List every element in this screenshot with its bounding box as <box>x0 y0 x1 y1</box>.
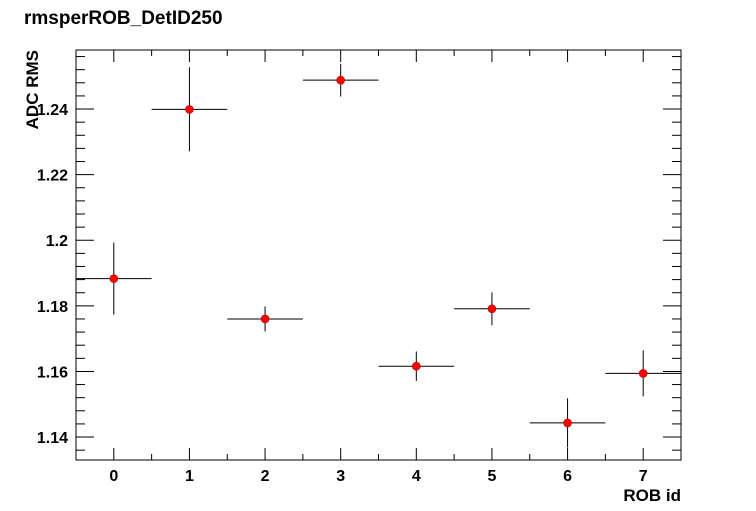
y-axis: 1.14 1.16 1.18 1.2 1.22 1.24 <box>37 56 681 451</box>
y-tick-label: 1.14 <box>37 430 68 447</box>
y-axis-label: ADC RMS <box>23 50 42 129</box>
chart-title: rmsperROB_DetID250 <box>24 8 223 29</box>
x-tick-label: 3 <box>336 468 345 485</box>
x-tick-label: 0 <box>109 468 118 485</box>
data-point <box>638 369 648 378</box>
y-tick-label: 1.2 <box>46 233 68 250</box>
data-point <box>260 314 270 324</box>
data-point <box>412 361 421 371</box>
x-axis: 0 1 2 3 4 5 6 7 <box>75 50 682 485</box>
y-tick-label: 1.24 <box>37 102 68 119</box>
data-point <box>109 274 119 283</box>
x-tick-label: 2 <box>261 468 270 485</box>
plot-frame <box>75 49 682 461</box>
x-tick-label: 4 <box>412 468 421 485</box>
data-point <box>185 105 194 114</box>
y-tick-label: 1.16 <box>37 364 68 381</box>
x-tick-label: 1 <box>185 468 194 485</box>
y-tick-label: 1.22 <box>37 168 68 185</box>
x-axis-label: ROB id <box>623 486 681 505</box>
x-tick-label: 7 <box>639 468 648 485</box>
data-point <box>487 304 497 314</box>
x-tick-label: 5 <box>487 468 496 485</box>
y-tick-label: 1.18 <box>37 299 68 316</box>
data-point <box>563 418 572 428</box>
x-tick-label: 6 <box>563 468 572 485</box>
data-point <box>336 75 345 85</box>
data-points <box>76 63 681 448</box>
